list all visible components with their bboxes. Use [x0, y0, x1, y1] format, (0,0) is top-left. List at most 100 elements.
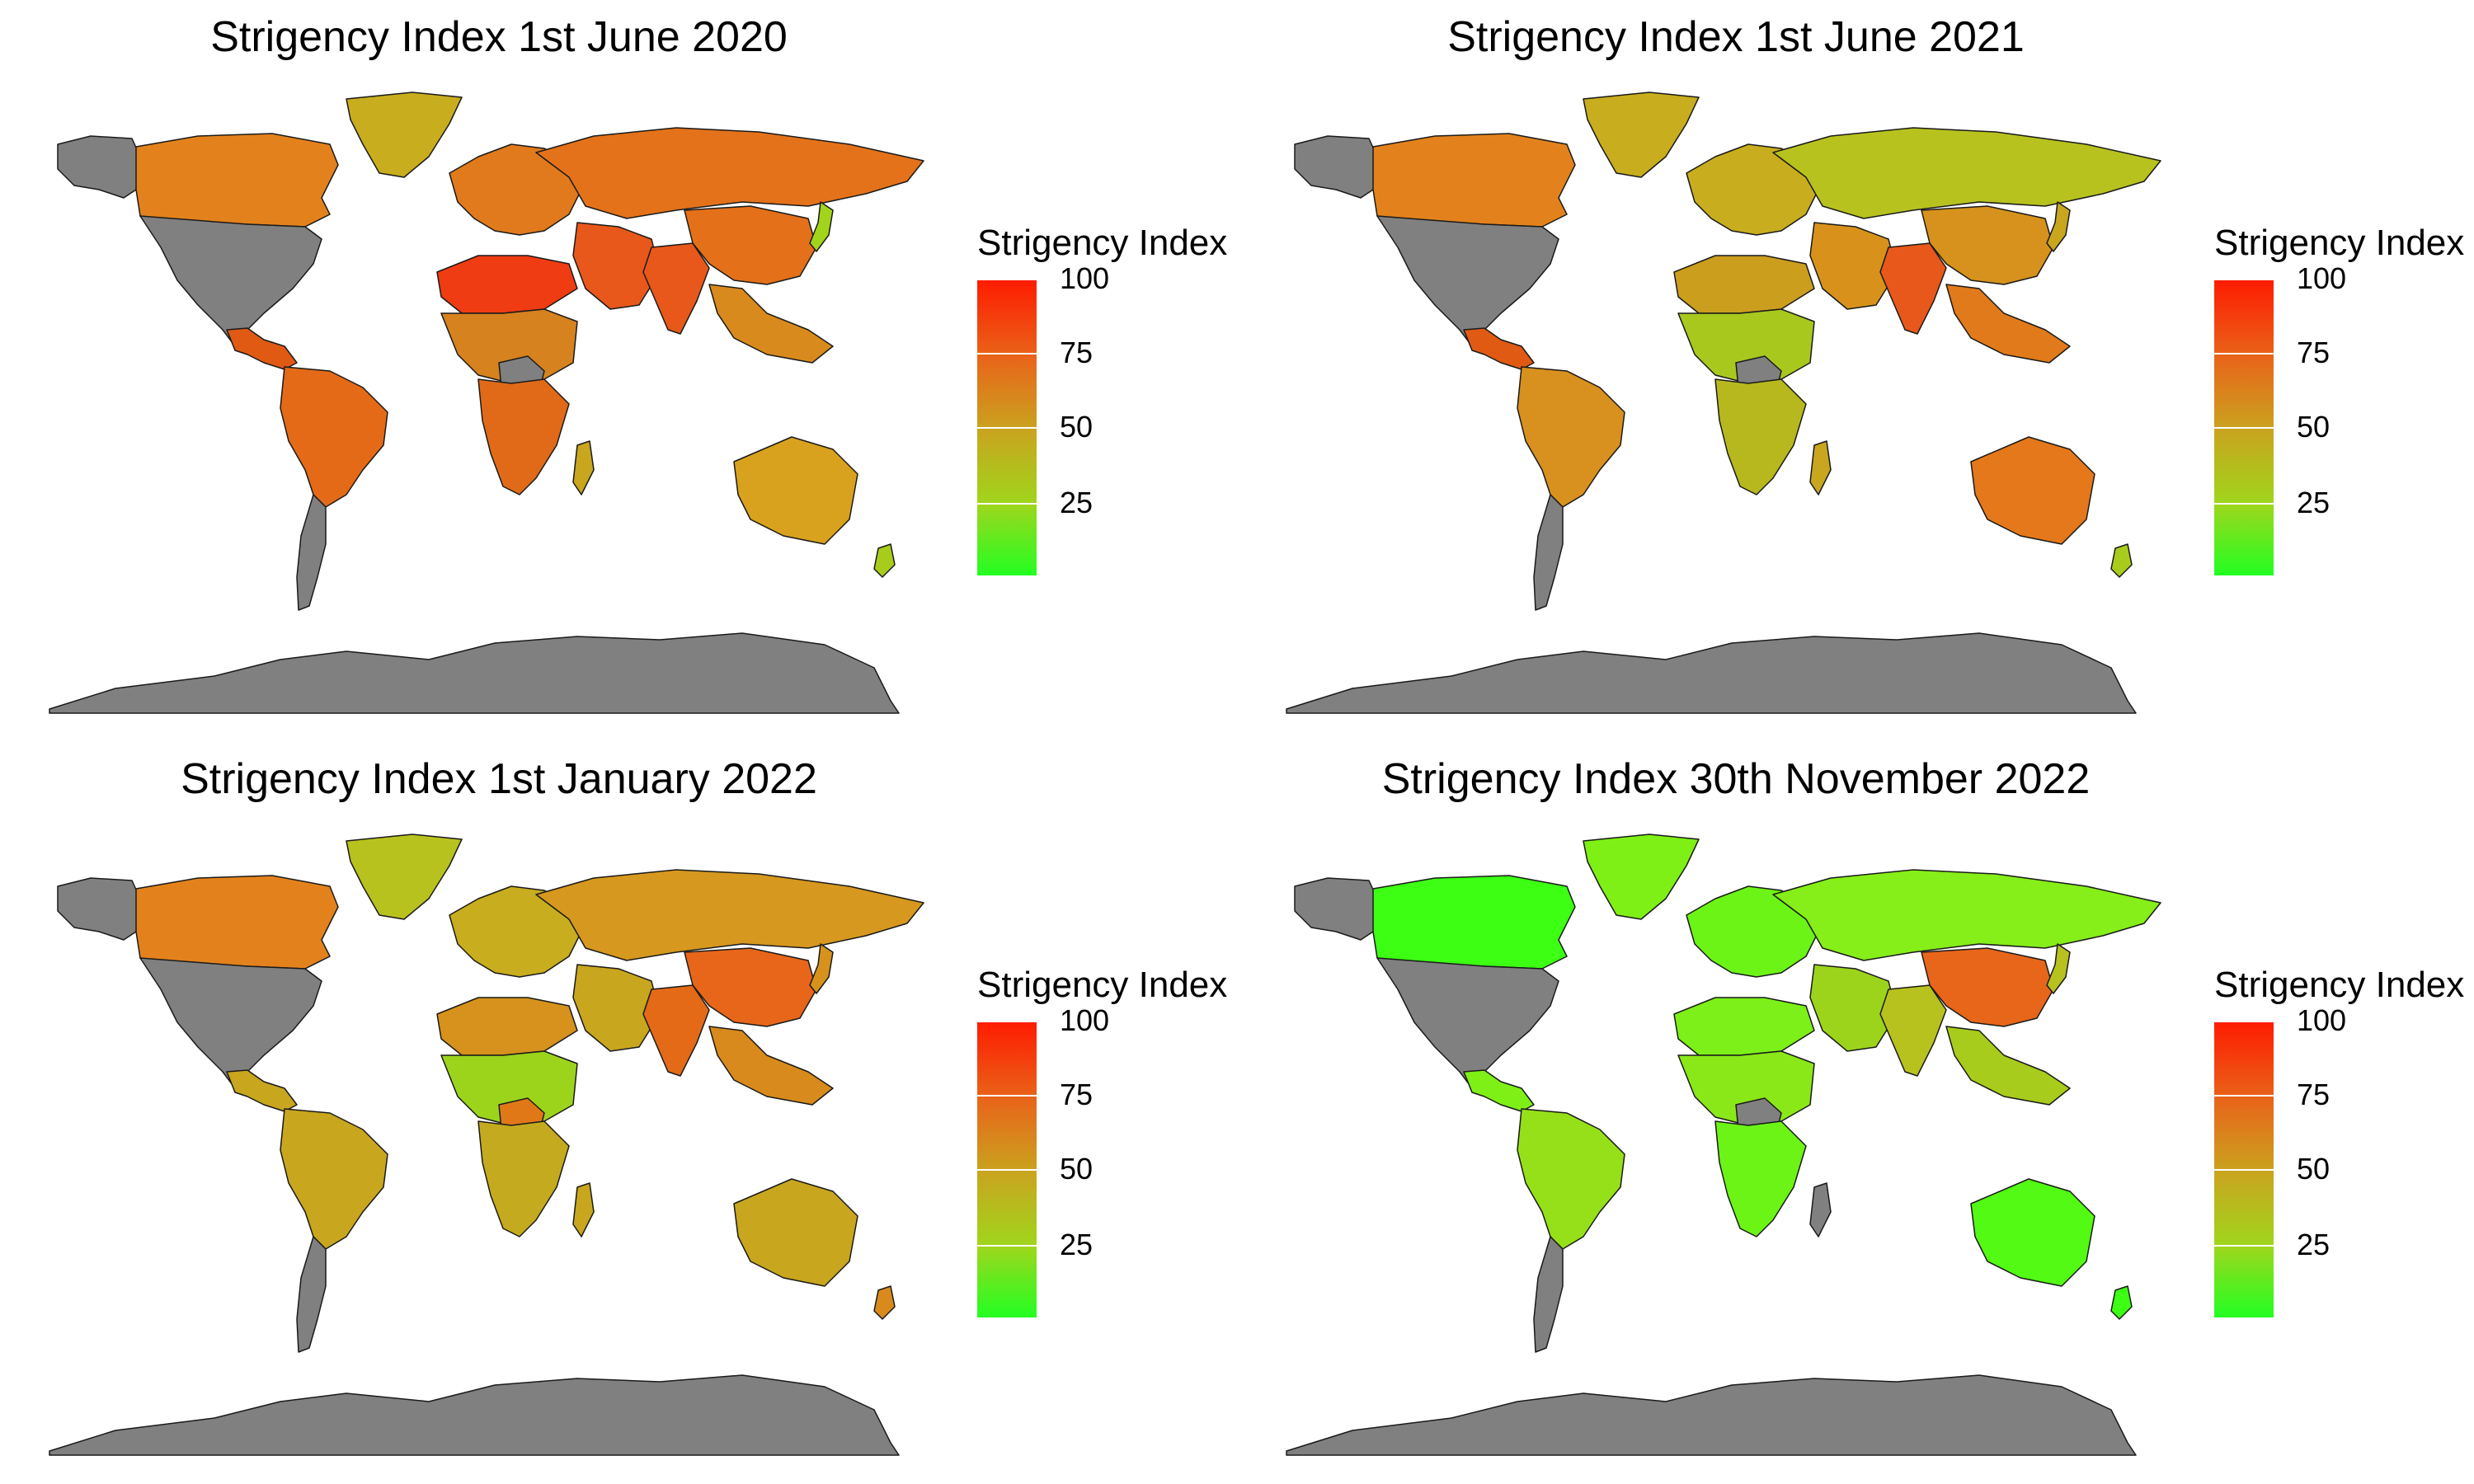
map-panel-2: Strigency Index 1st June 2021 Strigency … [1237, 0, 2474, 742]
region-canada [135, 875, 339, 970]
region-greenland [1583, 92, 1700, 178]
panel-title: Strigency Index 1st June 2021 [1447, 13, 2025, 61]
region-canada [1372, 133, 1576, 228]
legend: Strigency Index 100 75 50 25 [977, 965, 1241, 1327]
region-new-zealand [873, 543, 896, 578]
region-australia [1970, 1178, 2095, 1287]
legend-colorbar [977, 1021, 1037, 1317]
legend-tick-label: 75 [2297, 1078, 2331, 1111]
region-australia [733, 1178, 858, 1287]
legend-tick-label: 100 [1060, 261, 1110, 295]
region-middle-east [572, 222, 661, 310]
region-alaska [1294, 877, 1378, 941]
region-greenland [1583, 834, 1700, 920]
region-russia [535, 127, 924, 219]
region-africa-south [477, 378, 570, 495]
region-russia [535, 869, 924, 961]
region-south-cone [1533, 494, 1564, 611]
region-alaska [57, 877, 141, 941]
region-india [642, 242, 710, 335]
legend: Strigency Index 100 75 50 25 [977, 223, 1241, 585]
legend-tick-label: 50 [1060, 410, 1094, 444]
region-canada [135, 133, 339, 228]
region-canada [1372, 875, 1576, 970]
legend-tick-label: 25 [2297, 1228, 2331, 1261]
region-se-asia [1945, 284, 2071, 364]
region-central-america [226, 327, 298, 370]
region-china [684, 205, 817, 285]
region-madagascar [1809, 1182, 1832, 1237]
region-greenland [346, 834, 463, 920]
region-madagascar [572, 440, 595, 495]
region-se-asia [708, 1026, 834, 1106]
region-alaska [1294, 135, 1378, 199]
panel-title: Strigency Index 1st June 2020 [210, 13, 788, 61]
legend-colorbar [2214, 1021, 2274, 1317]
legend-title: Strigency Index [977, 965, 1228, 1005]
legend-tick-label: 50 [2297, 1152, 2331, 1186]
legend-tick-label: 50 [2297, 410, 2331, 444]
region-africa-central [440, 1050, 578, 1126]
region-madagascar [572, 1182, 595, 1237]
world-map [1286, 834, 2161, 1456]
region-europe [1686, 143, 1819, 236]
region-south-cone [296, 1236, 327, 1353]
region-central-america [1463, 1069, 1535, 1112]
region-central-america [1463, 327, 1535, 370]
region-china [1921, 205, 2054, 285]
legend-tick-label: 100 [2297, 1003, 2347, 1037]
region-north-america [139, 215, 322, 347]
map-panel-3: Strigency Index 1st January 2022 Strigen… [0, 742, 1237, 1484]
region-india [1879, 984, 1947, 1077]
region-japan [809, 943, 834, 994]
world-map [1286, 92, 2161, 714]
region-africa-north [1673, 255, 1815, 314]
legend-tick-label: 100 [2297, 261, 2347, 295]
region-china [1921, 947, 2054, 1027]
legend-title: Strigency Index [2214, 965, 2465, 1005]
region-africa-central [440, 308, 578, 384]
region-australia [1970, 436, 2095, 545]
region-middle-east [572, 964, 661, 1052]
legend-tick-label: 50 [1060, 1152, 1094, 1186]
region-se-asia [1945, 1026, 2071, 1106]
region-alaska [57, 135, 141, 199]
region-south-america [280, 366, 388, 508]
region-africa-central [1677, 308, 1815, 384]
region-africa-north [436, 997, 578, 1056]
region-australia [733, 436, 858, 545]
region-greenland [346, 92, 463, 178]
region-antarctica [1286, 1374, 2137, 1456]
region-europe [1686, 885, 1819, 978]
region-antarctica [49, 632, 900, 714]
legend-colorbar [2214, 279, 2274, 575]
world-map [49, 834, 924, 1456]
region-madagascar [1809, 440, 1832, 495]
region-north-america [139, 957, 322, 1089]
region-new-zealand [2110, 1285, 2133, 1320]
region-china [684, 947, 817, 1027]
region-antarctica [49, 1374, 900, 1456]
region-africa-south [477, 1120, 570, 1237]
region-north-america [1376, 957, 1559, 1089]
map-panel-4: Strigency Index 30th November 2022 Strig… [1237, 742, 2474, 1484]
legend-tick-label: 75 [1060, 1078, 1094, 1111]
legend-tick-label: 25 [2297, 486, 2331, 519]
region-africa-north [436, 255, 578, 314]
legend-tick-label: 75 [1060, 336, 1094, 369]
region-africa-south [1714, 1120, 1807, 1237]
legend-title: Strigency Index [2214, 223, 2465, 263]
region-africa-south [1714, 378, 1807, 495]
region-africa-north [1673, 997, 1815, 1056]
region-south-america [280, 1108, 388, 1250]
world-map [49, 92, 924, 714]
region-africa-central [1677, 1050, 1815, 1126]
region-japan [2046, 201, 2071, 252]
region-new-zealand [873, 1285, 896, 1320]
legend-title: Strigency Index [977, 223, 1228, 263]
legend-tick-label: 100 [1060, 1003, 1110, 1037]
region-europe [449, 143, 582, 236]
legend: Strigency Index 100 75 50 25 [2214, 965, 2474, 1327]
legend-colorbar [977, 279, 1037, 575]
region-north-america [1376, 215, 1559, 347]
